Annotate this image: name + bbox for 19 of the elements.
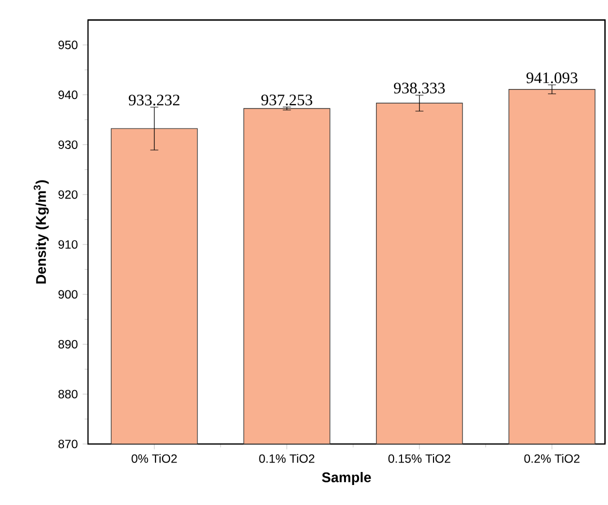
x-tick-label: 0.15% TiO2 (388, 454, 450, 463)
data-label: 933.232 (128, 94, 180, 106)
x-tick-label: 0.2% TiO2 (524, 454, 580, 463)
y-tick-label: 890 (58, 340, 78, 348)
y-tick-label: 910 (58, 240, 78, 249)
y-tick-label: 920 (58, 190, 78, 199)
y-tick-label: 870 (58, 440, 78, 448)
x-tick-label: 0.1% TiO2 (259, 454, 314, 463)
y-tick-label: 930 (58, 140, 78, 149)
y-axis-title: Density (Kg/m$^{3}$) (34, 180, 49, 284)
y-tick-label: 950 (58, 40, 78, 50)
data-label: 937.253 (261, 94, 312, 106)
x-tick-label: 0% TiO2 (132, 454, 177, 463)
data-label: 938.333 (394, 82, 445, 94)
y-tick-label: 880 (58, 390, 78, 398)
y-tick-label: 940 (58, 90, 78, 100)
x-axis-title: Sample (322, 472, 371, 486)
data-label: 941.093 (526, 72, 578, 84)
y-tick-label: 900 (58, 290, 78, 299)
